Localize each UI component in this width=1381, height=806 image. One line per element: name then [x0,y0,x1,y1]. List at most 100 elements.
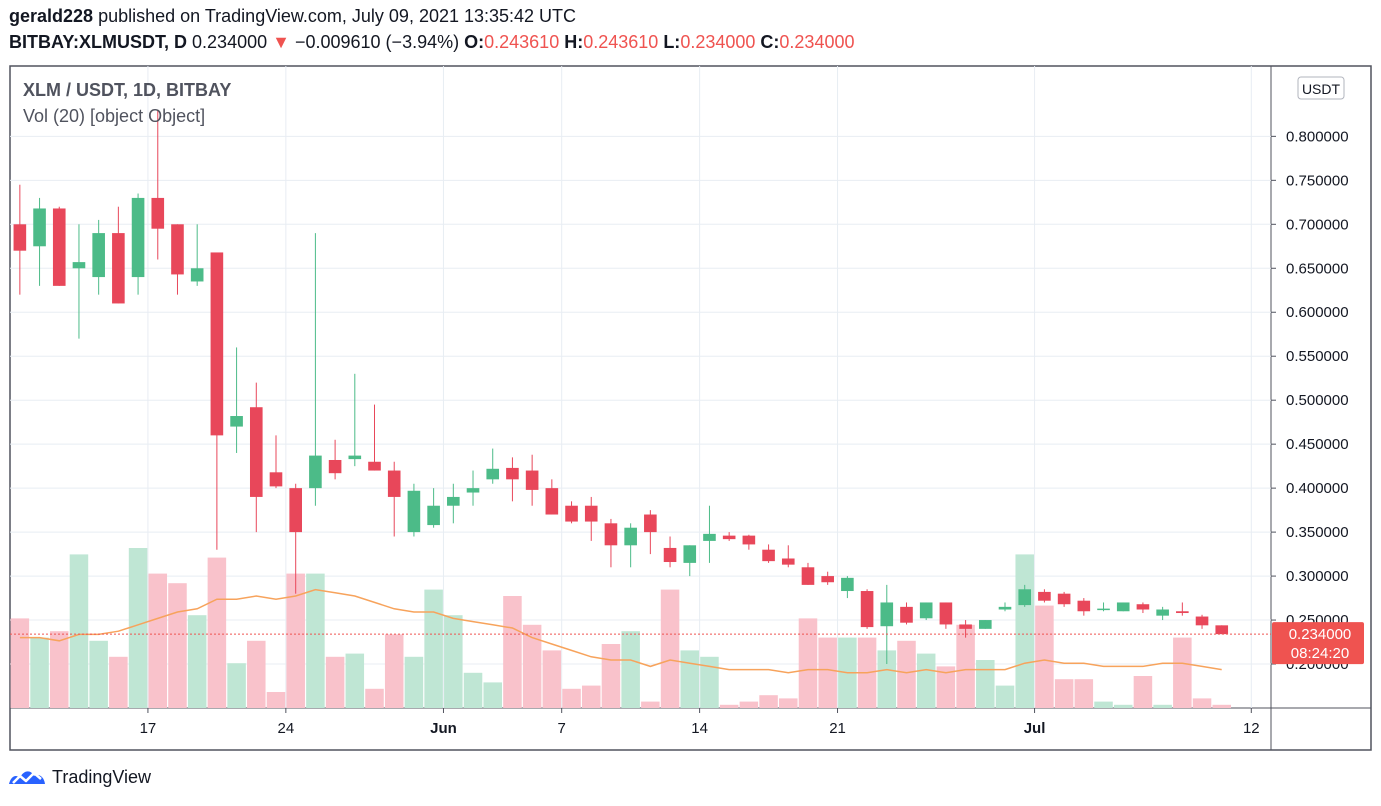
volume-bar [1074,679,1094,708]
candle-body[interactable] [644,514,657,533]
candle-body[interactable] [1018,589,1032,606]
candle-body[interactable] [447,496,460,506]
candle-body[interactable] [348,455,362,460]
volume-bar [680,650,700,708]
volume-bar [995,685,1015,708]
candle-body[interactable] [13,224,27,251]
chart-frame [9,65,1372,751]
high-label: H: [564,32,584,52]
candle-body[interactable] [210,252,224,436]
candle-body[interactable] [269,472,283,487]
candle-body[interactable] [506,467,519,480]
candle-body[interactable] [1057,593,1071,605]
candle-body[interactable] [663,547,677,563]
candle-body[interactable] [959,624,972,629]
volume-bar [719,704,739,708]
candle-body[interactable] [880,602,894,627]
candle-body[interactable] [131,197,145,278]
volume-ma-line [19,588,1222,674]
volume-bar [641,701,660,708]
candle-body[interactable] [190,268,204,282]
candle-body[interactable] [1156,609,1169,616]
candle-body[interactable] [998,606,1012,610]
candle-body[interactable] [683,545,697,563]
candle-body[interactable] [52,208,66,286]
candle-body[interactable] [486,468,500,480]
price-tick-label: 0.650000 [1286,260,1349,277]
author-name[interactable]: gerald228 [9,6,94,26]
candle-body[interactable] [939,602,953,625]
currency-badge[interactable]: USDT [1297,76,1345,100]
candle-body[interactable] [72,262,86,269]
price-tick-label: 0.500000 [1286,392,1349,409]
candle-body[interactable] [1116,602,1130,612]
candle-body[interactable] [821,576,834,583]
volume-bar [936,666,956,708]
candle-body[interactable] [466,488,480,493]
candle-body[interactable] [112,233,125,304]
price-tick-label: 0.300000 [1286,568,1349,585]
candle-body[interactable] [545,488,559,515]
candle-body[interactable] [1077,600,1091,612]
candle-body[interactable] [289,488,303,533]
volume-bar [739,701,759,708]
candle-body[interactable] [781,558,795,565]
candle-body[interactable] [565,505,578,522]
volume-bar [916,653,936,708]
candle-body[interactable] [427,505,440,526]
candle-body[interactable] [309,455,322,489]
volume-bar [562,688,581,708]
down-arrow-icon: ▼ [272,32,290,52]
chart-title: XLM / USDT, 1D, BITBAY [23,80,231,100]
volume-bar [1212,704,1232,708]
candle-body[interactable] [92,233,105,278]
candle-body[interactable] [525,470,539,490]
candle-body[interactable] [762,549,775,562]
candle-body[interactable] [1176,611,1189,614]
currency-badge-label: USDT [1302,81,1341,97]
last-price: 0.234000 [192,32,268,52]
candle-body[interactable] [1136,604,1150,610]
volume-legend: Vol (20) [object Object] [23,106,205,126]
candle-body[interactable] [328,459,342,474]
time-tick-label: 12 [1243,720,1260,737]
volume-bar [463,672,483,708]
candle-body[interactable] [151,197,165,229]
candle-body[interactable] [860,591,874,628]
candle-body[interactable] [841,577,854,592]
candle-body[interactable] [387,470,401,497]
price-tick-label: 0.750000 [1286,172,1349,189]
close-label: C: [760,32,780,52]
open-value: 0.243610 [484,32,560,52]
candle-body[interactable] [604,523,618,546]
volume-bar [1192,698,1212,708]
bar-countdown: 08:24:20 [1291,645,1349,662]
candle-body[interactable] [368,461,381,471]
footer-brand[interactable]: TradingView [8,766,151,788]
candle-body[interactable] [230,416,243,427]
candle-body[interactable] [1195,616,1209,626]
volume-bar [207,557,227,708]
candle-body[interactable] [801,567,815,585]
candle-body[interactable] [1215,625,1229,635]
volume-bar [109,656,128,708]
candle-body[interactable] [1038,591,1051,601]
candle-body[interactable] [249,407,263,497]
candle-body[interactable] [33,208,46,247]
candle-body[interactable] [584,505,598,522]
candle-body[interactable] [722,535,736,540]
candle-body[interactable] [919,602,933,619]
candle-body[interactable] [624,527,637,546]
volume-bar [128,548,148,708]
volume-bar [621,631,640,708]
candle-body[interactable] [978,620,992,629]
candle-body[interactable] [171,224,184,275]
candle-body[interactable] [742,535,756,545]
candles[interactable] [13,109,1229,665]
candle-body[interactable] [407,490,421,533]
candle-body[interactable] [900,606,913,623]
volume-bar [444,615,463,708]
candle-body[interactable] [1097,608,1110,611]
candle-body[interactable] [703,533,716,541]
